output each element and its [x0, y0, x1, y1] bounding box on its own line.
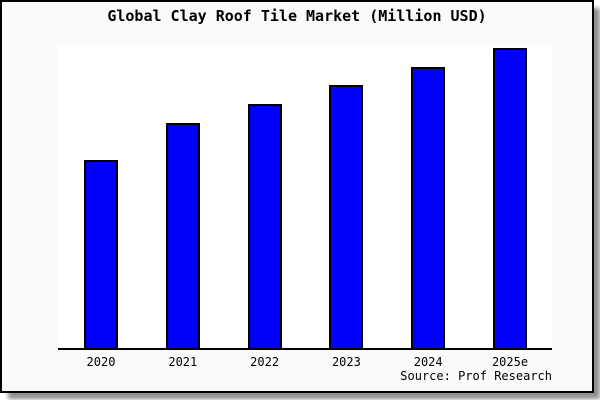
bar-2020	[84, 160, 118, 348]
x-tick-label-2022: 2022	[250, 355, 280, 369]
source-text: Source: Prof Research	[400, 369, 552, 383]
x-tick-label-2025e: 2025e	[491, 355, 529, 369]
bar-2024	[411, 67, 446, 348]
bar-2023	[329, 85, 364, 348]
x-tick-label-2024: 2024	[413, 355, 443, 369]
x-tick-label-2021: 2021	[168, 355, 198, 369]
x-tick-label-2020: 2020	[86, 355, 116, 369]
bar-2022	[247, 104, 282, 348]
plot-area	[58, 45, 552, 350]
x-tick-label-2023: 2023	[331, 355, 361, 369]
bar-2025e	[493, 48, 527, 348]
bar-2021	[165, 123, 200, 348]
chart-frame: Global Clay Roof Tile Market (Million US…	[0, 0, 594, 393]
chart-title: Global Clay Roof Tile Market (Million US…	[107, 7, 487, 25]
